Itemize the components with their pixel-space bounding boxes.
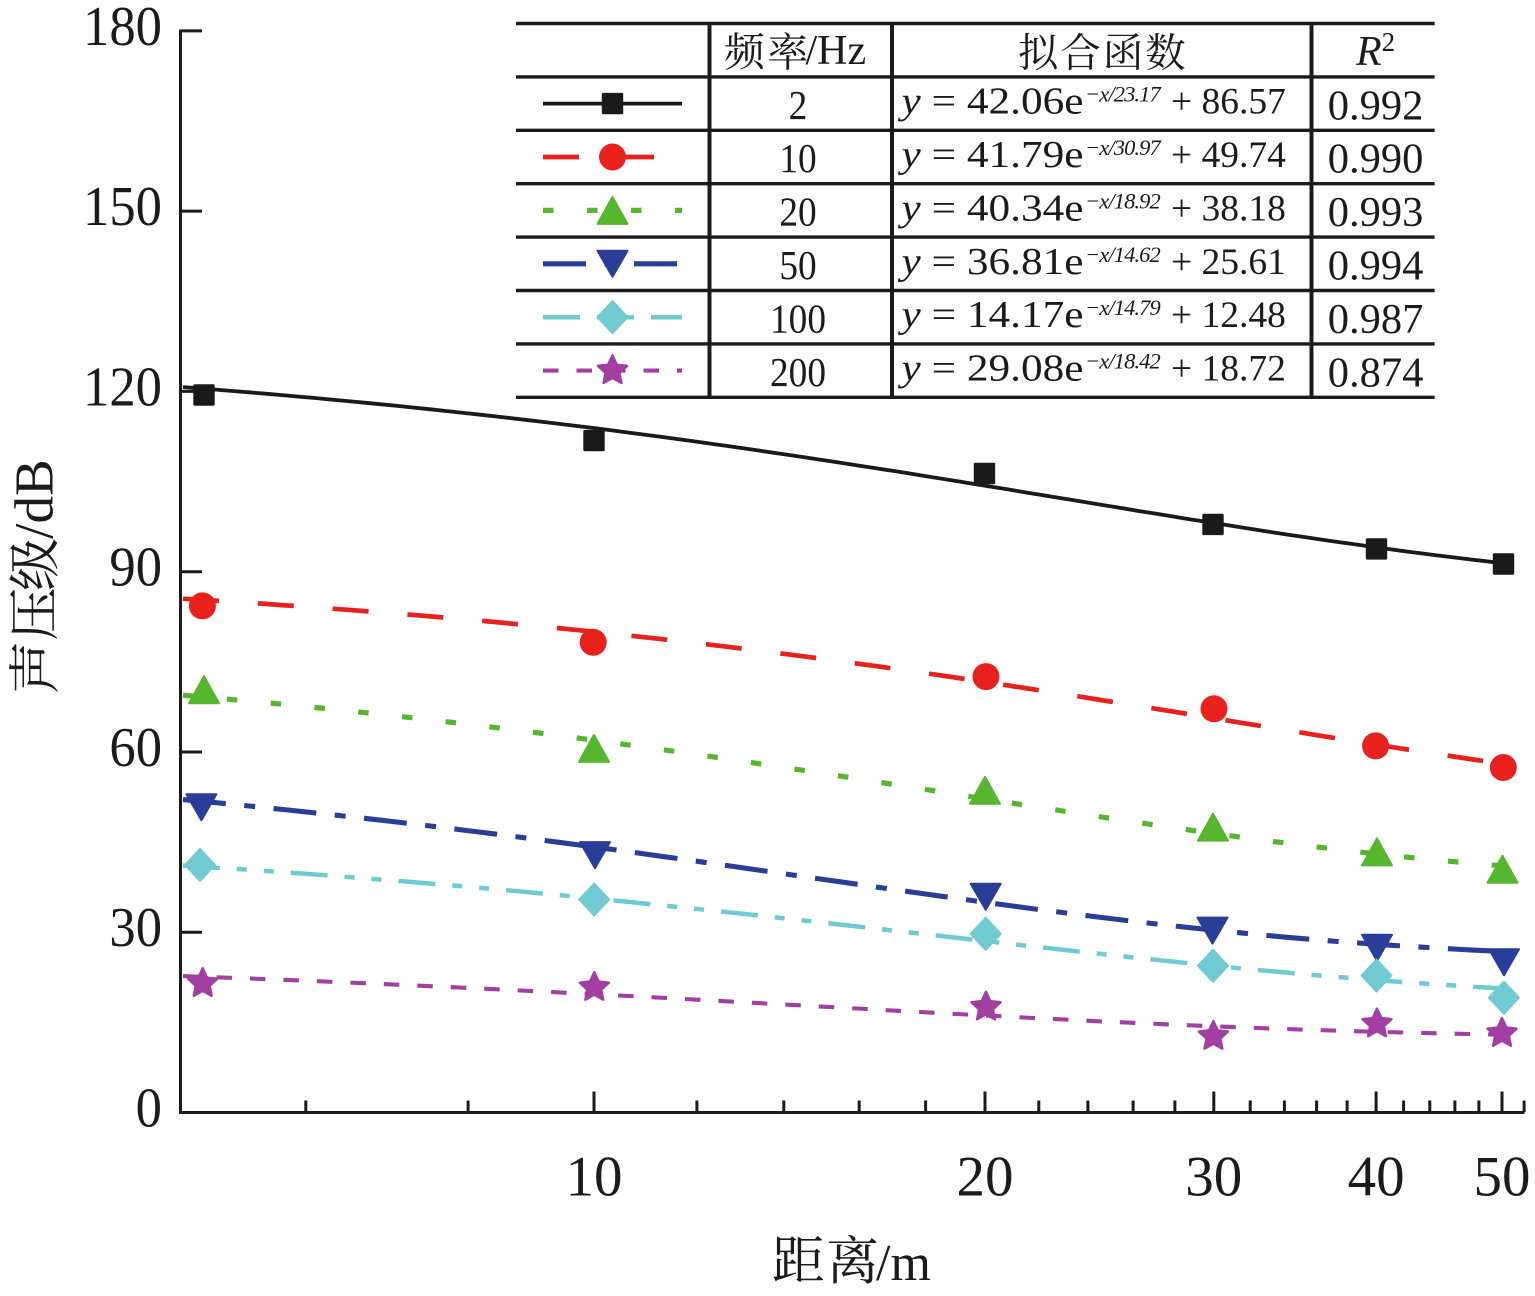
- svg-text:y = 14.17e: y = 14.17e: [897, 294, 1083, 336]
- svg-text:y = 40.34e: y = 40.34e: [897, 187, 1083, 229]
- svg-text:10: 10: [779, 135, 816, 181]
- svg-text:2: 2: [789, 82, 808, 128]
- svg-text:90: 90: [109, 536, 162, 598]
- svg-text:30: 30: [109, 897, 162, 959]
- svg-text:+ 38.18: + 38.18: [1171, 188, 1286, 229]
- svg-text:150: 150: [83, 176, 162, 238]
- svg-text:200: 200: [770, 349, 826, 395]
- svg-text:+ 18.72: + 18.72: [1171, 349, 1286, 390]
- svg-text:0.990: 0.990: [1328, 136, 1424, 183]
- svg-text:−x/23.17: −x/23.17: [1085, 82, 1162, 107]
- svg-text:−x/14.62: −x/14.62: [1085, 242, 1160, 267]
- svg-text:/Hz: /Hz: [806, 28, 867, 74]
- svg-text:+ 49.74: + 49.74: [1171, 135, 1286, 176]
- svg-text:y = 36.81e: y = 36.81e: [897, 240, 1083, 282]
- svg-text:30: 30: [1185, 1146, 1242, 1209]
- svg-text:−x/14.79: −x/14.79: [1085, 295, 1160, 320]
- svg-text:0.874: 0.874: [1328, 349, 1424, 396]
- svg-text:180: 180: [83, 0, 162, 57]
- svg-text:0.994: 0.994: [1328, 243, 1424, 290]
- svg-text:20: 20: [957, 1146, 1014, 1209]
- svg-text:R2: R2: [1355, 27, 1395, 75]
- svg-text:50: 50: [779, 242, 816, 288]
- svg-text:−x/30.97: −x/30.97: [1085, 135, 1162, 160]
- svg-text:50: 50: [1474, 1146, 1531, 1209]
- svg-text:0.993: 0.993: [1328, 189, 1424, 236]
- svg-text:0.987: 0.987: [1328, 296, 1424, 343]
- svg-text:y = 29.08e: y = 29.08e: [897, 347, 1083, 389]
- svg-text:/m: /m: [876, 1235, 931, 1292]
- svg-text:+ 86.57: + 86.57: [1171, 82, 1286, 123]
- svg-text:100: 100: [770, 296, 826, 342]
- svg-text:−x/18.42: −x/18.42: [1085, 349, 1160, 374]
- svg-text:0: 0: [136, 1077, 162, 1139]
- svg-text:0.992: 0.992: [1328, 82, 1424, 129]
- svg-text:+ 25.61: + 25.61: [1171, 242, 1286, 283]
- svg-text:y = 42.06e: y = 42.06e: [897, 80, 1083, 122]
- svg-text:+ 12.48: + 12.48: [1171, 295, 1286, 336]
- svg-text:60: 60: [109, 716, 162, 778]
- svg-text:120: 120: [83, 356, 162, 418]
- svg-text:y = 41.79e: y = 41.79e: [897, 133, 1083, 175]
- svg-text:10: 10: [566, 1146, 623, 1209]
- svg-text:40: 40: [1348, 1146, 1405, 1209]
- svg-text:20: 20: [779, 189, 816, 235]
- svg-text:/dB: /dB: [4, 459, 65, 538]
- svg-text:−x/18.92: −x/18.92: [1085, 188, 1160, 213]
